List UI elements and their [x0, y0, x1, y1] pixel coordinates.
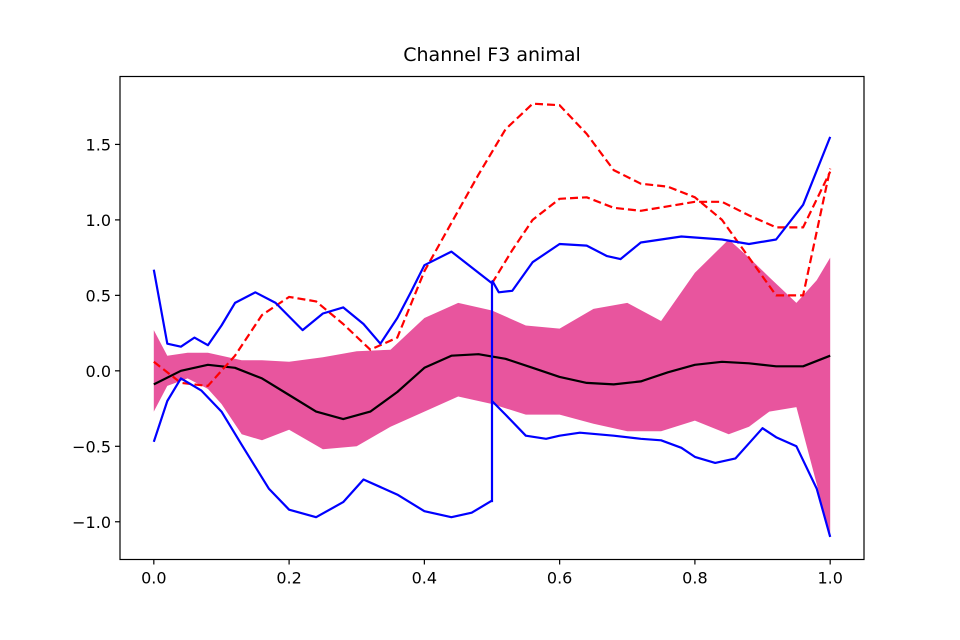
y-tick-label: −1.0	[72, 513, 111, 532]
y-tick-label: −0.5	[72, 437, 111, 456]
series-line-7	[491, 400, 832, 538]
series-line-3	[491, 171, 832, 284]
x-tick-label: 0.2	[276, 569, 301, 588]
x-axis-ticks: 0.0 0.2 0.4 0.6 0.8 1.0	[141, 559, 843, 588]
plot-frame	[119, 75, 865, 561]
y-axis-ticks: −1.0 −0.5 0.0 0.5 1.0 1.5	[72, 135, 120, 532]
x-tick-label: 0.8	[682, 569, 707, 588]
series-line-5	[491, 136, 832, 294]
chart-title: Channel F3 animal	[403, 44, 581, 66]
series-line-6	[152, 377, 493, 519]
series-line-2	[153, 102, 832, 387]
x-tick-label: 0.6	[547, 569, 572, 588]
x-tick-label: 0.0	[141, 569, 166, 588]
y-tick-label: 0.5	[86, 286, 111, 305]
y-tick-label: 1.0	[86, 211, 111, 230]
series-line-4	[152, 250, 493, 348]
x-tick-label: 1.0	[817, 569, 842, 588]
y-tick-label: 1.5	[86, 135, 111, 154]
y-tick-label: 0.0	[86, 362, 111, 381]
x-tick-label: 0.4	[412, 569, 437, 588]
series-lines	[152, 102, 832, 538]
